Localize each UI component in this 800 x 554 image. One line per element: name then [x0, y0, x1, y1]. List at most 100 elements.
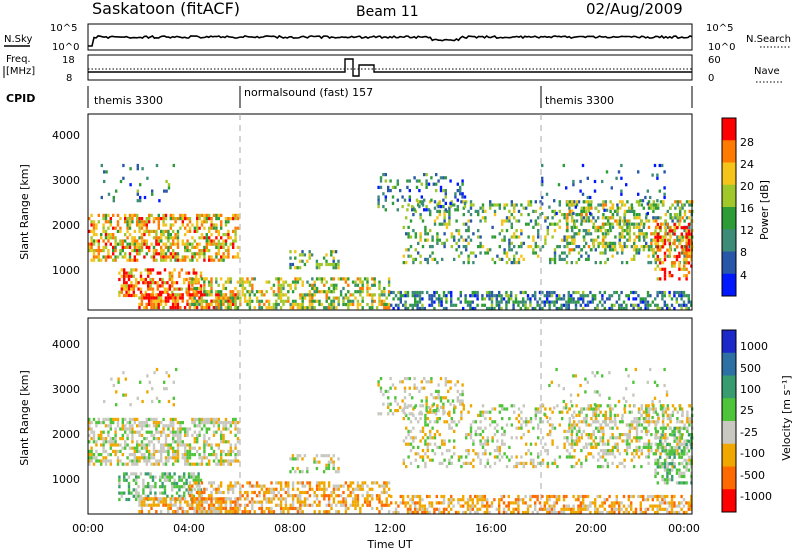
echo-cell [267, 487, 271, 491]
echo-cell [517, 300, 520, 304]
echo-cell [637, 251, 641, 255]
echo-cell [236, 437, 240, 441]
echo-cell [484, 465, 487, 469]
station-title: Saskatoon (fitACF) [92, 0, 240, 18]
echo-cell [253, 510, 256, 514]
echo-cell [558, 245, 561, 249]
echo-cell [661, 163, 664, 168]
echo-cell [335, 510, 338, 514]
echo-cell [200, 456, 204, 460]
echo-cell [399, 294, 402, 298]
echo-cell [227, 277, 230, 281]
echo-cell [424, 439, 427, 443]
echo-cell [484, 426, 487, 430]
echo-cell [222, 245, 225, 249]
echo-cell [131, 239, 134, 243]
echo-cell [685, 510, 688, 515]
cpid-segment-3: themis 3300 [545, 94, 614, 107]
echo-cell [155, 299, 158, 303]
echo-cell [332, 500, 336, 504]
echo-cell [431, 449, 434, 453]
echo-cell [659, 222, 663, 226]
echo-cell [682, 300, 686, 304]
echo-cell [428, 303, 431, 307]
echo-cell [260, 510, 264, 514]
echo-cell [229, 302, 232, 306]
echo-cell [183, 472, 186, 476]
echo-cell [548, 494, 551, 499]
echo-cell [444, 176, 447, 180]
echo-cell [673, 510, 676, 515]
echo-cell [505, 455, 509, 459]
echo-cell [638, 235, 641, 239]
echo-cell [435, 494, 438, 499]
echo-cell [359, 280, 362, 284]
echo-cell [385, 484, 388, 488]
echo-cell [199, 271, 203, 275]
echo-cell [272, 494, 276, 498]
echo-cell [138, 443, 141, 447]
echo-cell [104, 213, 108, 217]
echo-cell [138, 242, 141, 246]
echo-cell [583, 200, 586, 204]
echo-cell [650, 241, 653, 245]
echo-cell [678, 216, 681, 220]
echo-cell [159, 510, 163, 514]
echo-cell [275, 299, 278, 303]
echo-cell [179, 440, 182, 444]
echo-cell [192, 277, 195, 282]
echo-cell [429, 429, 432, 433]
echo-cell [284, 481, 288, 485]
echo-cell [219, 500, 223, 504]
echo-cell [425, 179, 428, 183]
echo-cell [173, 281, 176, 285]
echo-cell [541, 300, 544, 304]
echo-cell [568, 200, 571, 204]
echo-cell [411, 208, 414, 212]
echo-cell [161, 491, 164, 495]
echo-cell [215, 242, 218, 246]
echo-cell [231, 302, 235, 306]
echo-cell [200, 306, 204, 310]
echo-cell [212, 497, 216, 501]
echo-cell [198, 506, 201, 510]
echo-cell [88, 217, 91, 221]
echo-cell [655, 219, 658, 223]
echo-cell [630, 507, 633, 511]
echo-cell [657, 203, 660, 207]
echo-cell [601, 501, 604, 505]
echo-cell [670, 510, 674, 515]
echo-cell [322, 454, 326, 458]
echo-cell [670, 303, 674, 307]
echo-cell [561, 213, 564, 217]
echo-cell [406, 501, 410, 505]
echo-cell [681, 235, 684, 239]
echo-cell [534, 251, 537, 255]
echo-cell [243, 506, 247, 511]
echo-cell [679, 200, 682, 204]
echo-cell [467, 261, 470, 265]
echo-cell [637, 306, 640, 311]
echo-cell [411, 294, 414, 298]
echo-cell [541, 245, 545, 249]
echo-cell [505, 306, 508, 311]
freq-series-line [88, 58, 692, 77]
echo-cell [299, 302, 302, 307]
echo-cell [127, 271, 131, 275]
echo-cell [162, 497, 165, 501]
echo-cell [589, 232, 593, 236]
echo-cell [109, 459, 112, 463]
echo-cell [166, 475, 169, 479]
echo-cell [220, 456, 223, 460]
echo-cell [450, 232, 453, 236]
echo-cell [186, 255, 189, 259]
echo-cell [188, 490, 192, 495]
echo-cell [507, 494, 510, 499]
echo-cell [438, 510, 441, 515]
echo-cell [132, 472, 135, 476]
echo-cell [208, 258, 211, 262]
echo-cell [208, 462, 211, 466]
echo-cell [639, 504, 642, 508]
echo-cell [193, 226, 196, 230]
echo-cell [551, 209, 554, 213]
